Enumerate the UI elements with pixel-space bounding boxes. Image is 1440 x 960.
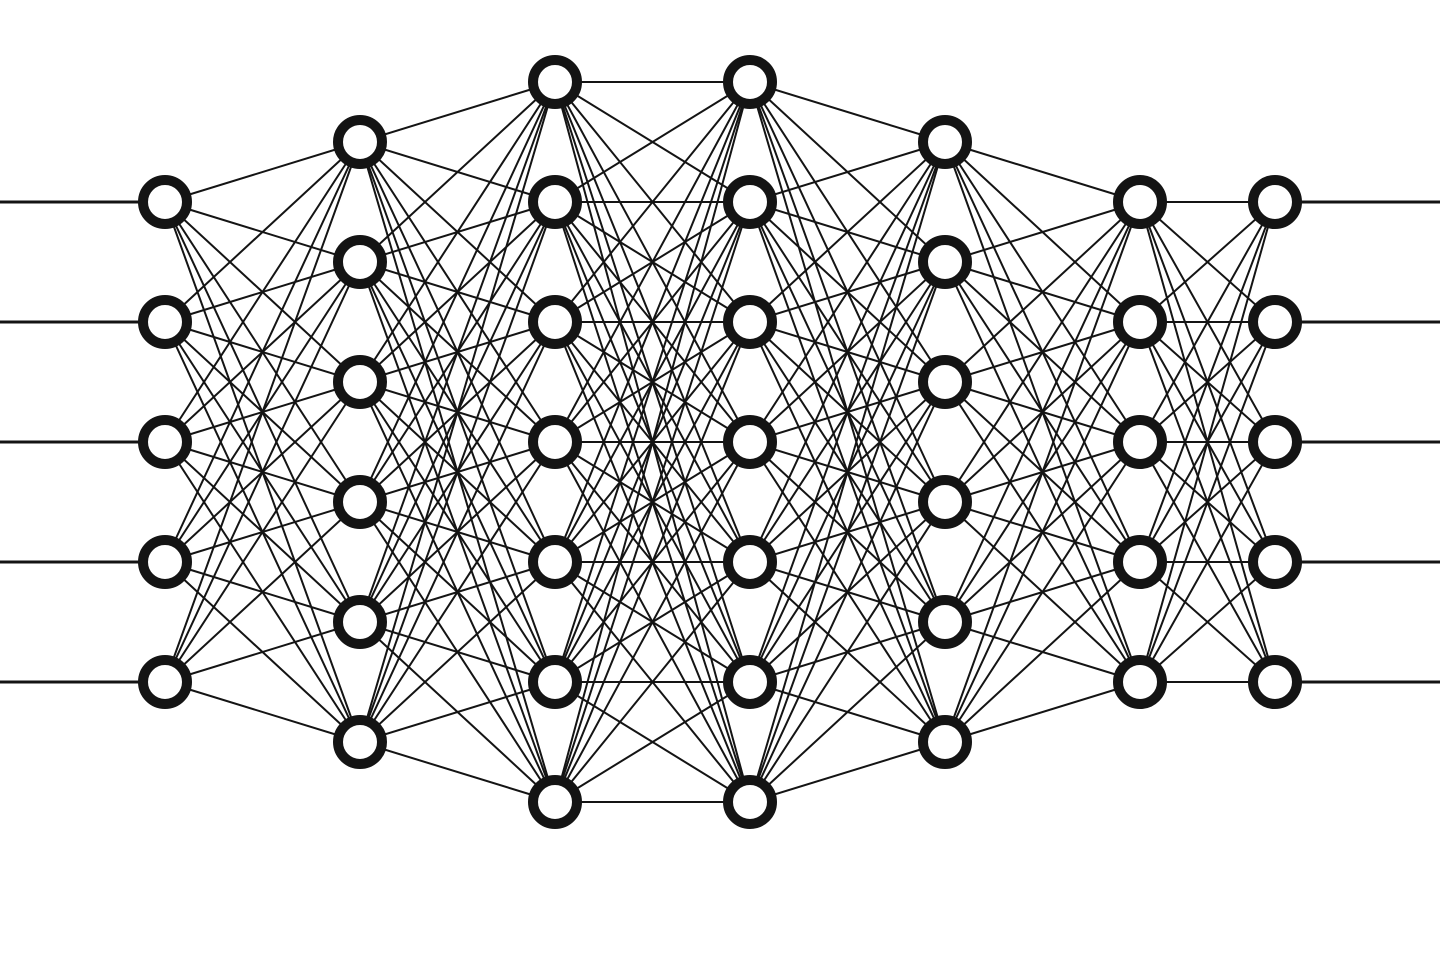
edge [360,322,555,742]
edge [750,622,945,802]
edge [165,142,360,442]
node-l0-n4 [143,660,187,704]
node-l1-n2 [338,360,382,404]
edge [165,682,360,742]
node-l4-n3 [923,480,967,524]
edge [945,142,1140,202]
node-l4-n0 [923,120,967,164]
edge [750,142,945,442]
node-l3-n1 [728,180,772,224]
node-l3-n5 [728,660,772,704]
edges-group [0,82,1440,802]
node-l5-n4 [1118,660,1162,704]
edge [165,142,360,682]
node-l3-n3 [728,420,772,464]
node-l5-n2 [1118,420,1162,464]
edge [945,682,1140,742]
edge [945,202,1140,742]
edge [360,82,555,742]
edge [360,82,555,622]
node-l4-n1 [923,240,967,284]
node-l6-n3 [1253,540,1297,584]
edge [945,562,1140,742]
edge [165,502,360,682]
node-l5-n0 [1118,180,1162,224]
edge [750,142,945,562]
node-l4-n5 [923,720,967,764]
edge [165,142,360,322]
node-l2-n3 [533,420,577,464]
node-l2-n0 [533,60,577,104]
node-l3-n2 [728,300,772,344]
node-l2-n4 [533,540,577,584]
edge [360,442,555,742]
node-l5-n1 [1118,300,1162,344]
edge [945,202,1140,622]
node-l1-n4 [338,600,382,644]
node-l6-n4 [1253,660,1297,704]
edge [750,82,945,142]
edge [750,262,945,802]
node-l2-n2 [533,300,577,344]
neural-network-diagram [0,0,1440,960]
node-l2-n1 [533,180,577,224]
node-l3-n6 [728,780,772,824]
edge [945,202,1140,262]
node-l3-n0 [728,60,772,104]
edge [945,322,1140,742]
node-l2-n6 [533,780,577,824]
node-l1-n0 [338,120,382,164]
node-l2-n5 [533,660,577,704]
edge [945,442,1140,742]
edge [750,382,945,802]
edge [945,202,1140,382]
node-l6-n1 [1253,300,1297,344]
edge [165,142,360,562]
edge [165,262,360,682]
edge [360,82,555,382]
edge [360,82,555,142]
node-l4-n2 [923,360,967,404]
edge [750,142,945,322]
edge [750,142,945,802]
node-l1-n1 [338,240,382,284]
node-l5-n3 [1118,540,1162,584]
edge [165,622,360,682]
node-l0-n1 [143,300,187,344]
node-l4-n4 [923,600,967,644]
node-l6-n0 [1253,180,1297,224]
edge [750,502,945,802]
edge [360,202,555,742]
node-l0-n0 [143,180,187,224]
edge [360,82,555,502]
node-l3-n4 [728,540,772,584]
edge [750,142,945,202]
edge [750,742,945,802]
node-l0-n3 [143,540,187,584]
edge [360,82,555,262]
node-l0-n2 [143,420,187,464]
edge [165,142,360,202]
edge [360,742,555,802]
edge [945,202,1140,502]
edge [750,142,945,682]
edge [360,562,555,742]
node-l6-n2 [1253,420,1297,464]
node-l1-n3 [338,480,382,524]
node-l1-n5 [338,720,382,764]
edge [360,682,555,742]
edge [165,382,360,682]
